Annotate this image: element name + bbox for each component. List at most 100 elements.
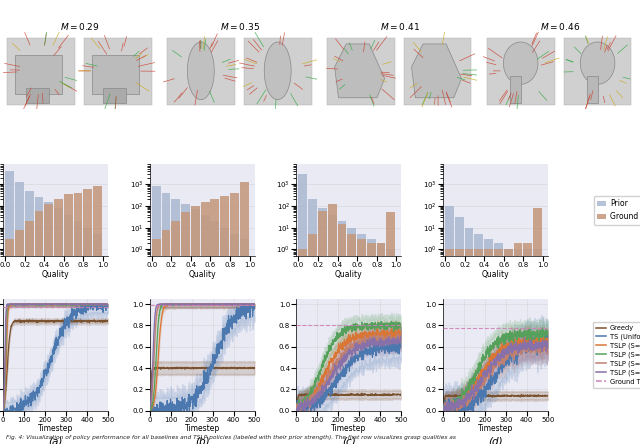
- Text: (d): (d): [488, 436, 503, 444]
- Bar: [524, 243, 532, 444]
- Bar: [318, 208, 327, 444]
- Bar: [191, 206, 200, 444]
- Bar: [54, 199, 63, 444]
- Bar: [513, 243, 522, 444]
- Legend: Prior, Ground Truth: Prior, Ground Truth: [593, 195, 640, 225]
- Bar: [161, 193, 170, 444]
- Bar: [387, 250, 396, 444]
- Bar: [15, 182, 24, 444]
- X-axis label: Quality: Quality: [188, 270, 216, 279]
- Bar: [244, 38, 312, 106]
- Bar: [211, 221, 220, 444]
- Bar: [35, 211, 44, 444]
- Text: (c): (c): [342, 436, 356, 444]
- Bar: [5, 171, 14, 444]
- Bar: [201, 202, 209, 444]
- Ellipse shape: [580, 42, 615, 84]
- Bar: [44, 202, 53, 444]
- Bar: [484, 239, 493, 444]
- Bar: [74, 221, 83, 444]
- X-axis label: Quality: Quality: [42, 270, 69, 279]
- Ellipse shape: [504, 42, 538, 84]
- Bar: [83, 189, 92, 444]
- Bar: [64, 194, 73, 444]
- X-axis label: Timestep: Timestep: [38, 424, 73, 433]
- Bar: [484, 250, 493, 444]
- Text: (b): (b): [195, 436, 209, 444]
- Bar: [564, 38, 632, 106]
- Bar: [230, 193, 239, 444]
- Bar: [220, 228, 229, 444]
- X-axis label: Timestep: Timestep: [331, 424, 367, 433]
- Bar: [387, 213, 396, 444]
- X-axis label: Timestep: Timestep: [184, 424, 220, 433]
- Bar: [240, 182, 249, 444]
- Polygon shape: [412, 44, 461, 98]
- Text: (a): (a): [49, 436, 63, 444]
- Bar: [44, 204, 53, 444]
- Bar: [201, 214, 209, 444]
- Ellipse shape: [264, 42, 291, 100]
- Bar: [167, 38, 235, 106]
- Bar: [298, 250, 307, 444]
- Bar: [445, 206, 454, 444]
- Bar: [337, 224, 346, 444]
- Bar: [152, 239, 161, 444]
- X-axis label: Quality: Quality: [335, 270, 363, 279]
- Bar: [308, 234, 317, 444]
- Bar: [474, 234, 483, 444]
- Bar: [64, 214, 73, 444]
- Bar: [7, 38, 75, 106]
- Bar: [357, 239, 366, 444]
- Title: $M = 0.41$: $M = 0.41$: [380, 20, 420, 32]
- Bar: [25, 190, 33, 444]
- Bar: [487, 38, 554, 106]
- Bar: [92, 56, 140, 94]
- Bar: [161, 230, 170, 444]
- Bar: [211, 199, 220, 444]
- Bar: [5, 239, 14, 444]
- Bar: [240, 239, 249, 444]
- Bar: [357, 234, 366, 444]
- Bar: [26, 88, 49, 103]
- Bar: [348, 228, 356, 444]
- Bar: [83, 228, 92, 444]
- Bar: [181, 204, 190, 444]
- Bar: [455, 217, 463, 444]
- Bar: [230, 234, 239, 444]
- Bar: [504, 250, 513, 444]
- Bar: [377, 243, 385, 444]
- Bar: [587, 76, 598, 103]
- Bar: [74, 193, 83, 444]
- Bar: [504, 250, 513, 444]
- Title: $M = 0.46$: $M = 0.46$: [540, 20, 580, 32]
- Ellipse shape: [188, 42, 214, 100]
- Bar: [367, 243, 376, 444]
- X-axis label: Quality: Quality: [482, 270, 509, 279]
- Bar: [172, 199, 180, 444]
- Bar: [404, 38, 472, 106]
- Bar: [328, 204, 337, 444]
- Bar: [494, 243, 503, 444]
- Bar: [103, 88, 126, 103]
- Bar: [15, 230, 24, 444]
- Bar: [93, 186, 102, 444]
- Bar: [220, 195, 229, 444]
- Bar: [445, 250, 454, 444]
- Bar: [93, 234, 102, 444]
- Bar: [327, 38, 395, 106]
- Bar: [465, 250, 474, 444]
- Legend: Greedy, TS (Uniform), TSLP (S=5), TSLP (S=10), TSLP (S=50), TSLP (S=100), Ground: Greedy, TS (Uniform), TSLP (S=5), TSLP (…: [593, 321, 640, 388]
- Bar: [15, 56, 63, 94]
- Bar: [533, 208, 542, 444]
- Bar: [510, 76, 522, 103]
- Bar: [494, 250, 503, 444]
- Bar: [84, 38, 152, 106]
- Bar: [337, 221, 346, 444]
- Text: Fig. 4: Visualization of policy performance for all baselines and TSLP policies : Fig. 4: Visualization of policy performa…: [6, 435, 456, 440]
- Bar: [513, 250, 522, 444]
- Title: $M = 0.29$: $M = 0.29$: [60, 20, 100, 32]
- Bar: [367, 239, 376, 444]
- Bar: [152, 186, 161, 444]
- Bar: [172, 221, 180, 444]
